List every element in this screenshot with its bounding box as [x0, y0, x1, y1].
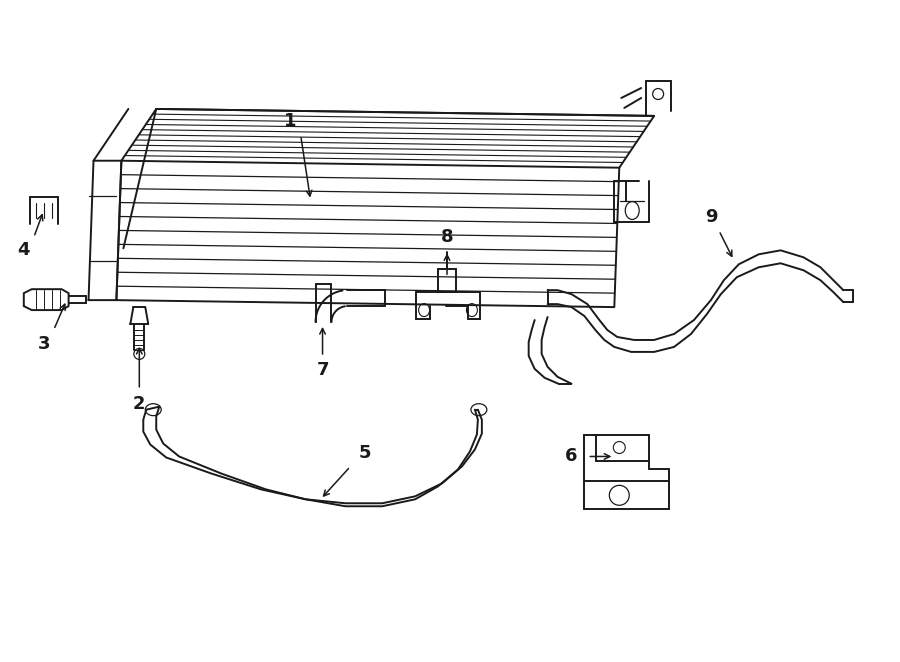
Text: 8: 8: [441, 228, 454, 246]
Text: 9: 9: [705, 209, 717, 226]
Text: 4: 4: [17, 242, 30, 260]
Text: 7: 7: [316, 361, 328, 379]
Text: 1: 1: [284, 112, 297, 130]
Text: 2: 2: [133, 395, 146, 412]
Text: 6: 6: [565, 448, 578, 465]
Text: 3: 3: [38, 335, 50, 353]
Text: 5: 5: [359, 444, 372, 463]
